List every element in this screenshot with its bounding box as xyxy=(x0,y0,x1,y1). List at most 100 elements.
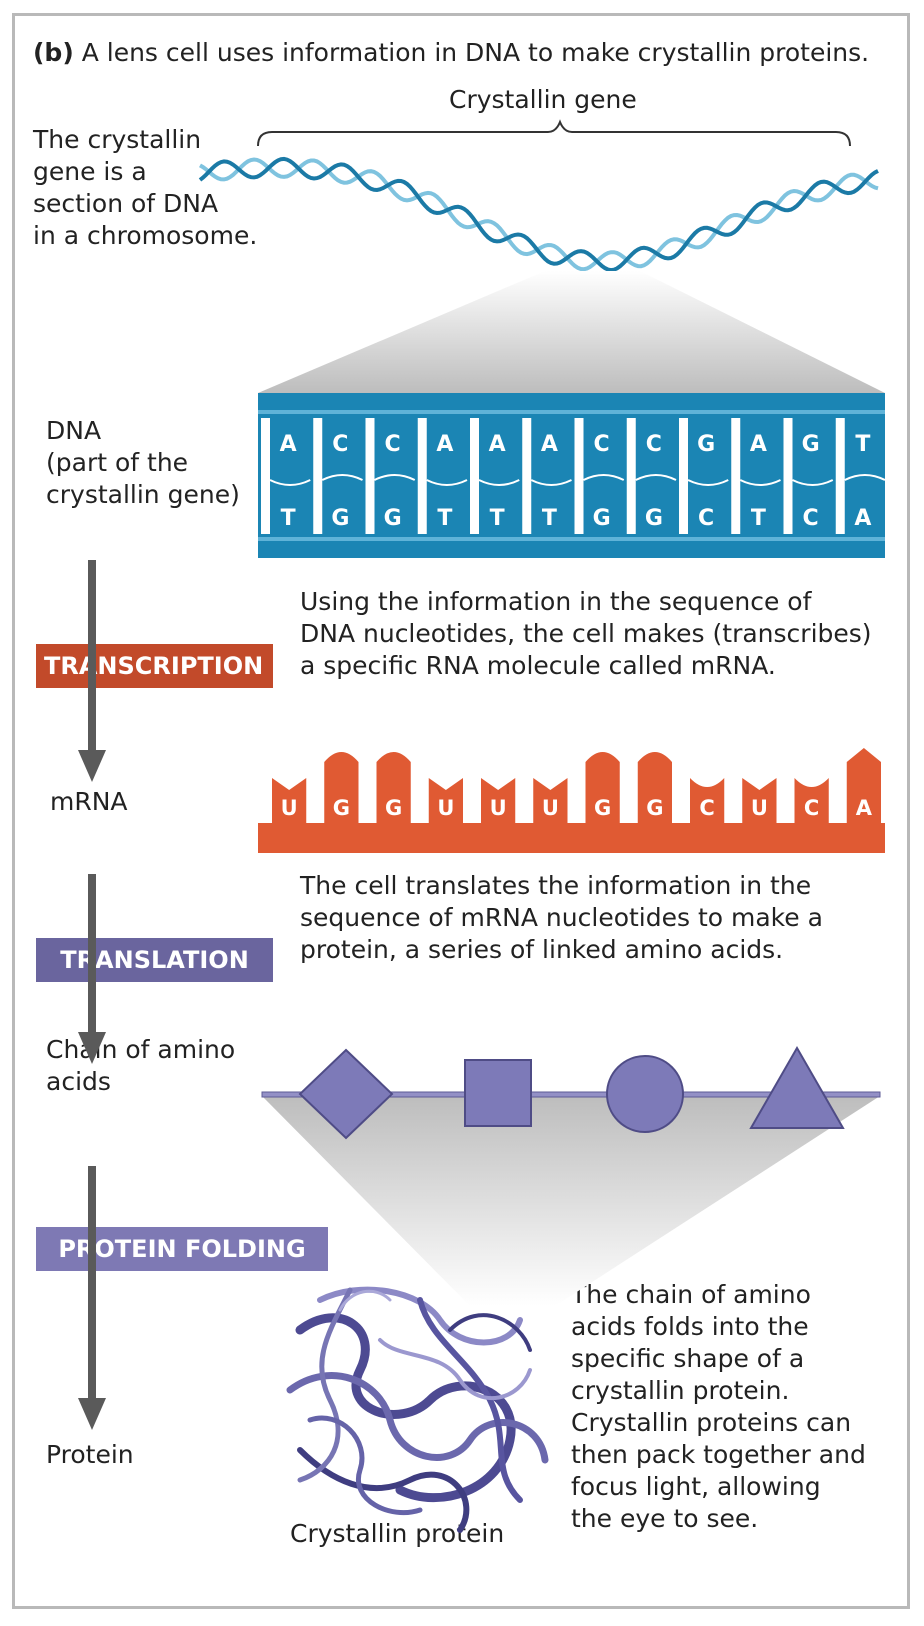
gene-brace xyxy=(257,119,851,147)
dna-label-line: DNA xyxy=(46,416,102,445)
dna-bottom-base: G xyxy=(384,506,402,531)
mrna-base: G xyxy=(385,796,402,820)
dna-bottom-base: T xyxy=(281,506,296,531)
figure-frame xyxy=(12,13,910,1609)
mrna-base-shape xyxy=(637,752,672,823)
dna-top-base: A xyxy=(541,432,558,457)
dna-bottom-base: T xyxy=(542,506,557,531)
folding-line: The chain of amino xyxy=(571,1280,811,1309)
dna-top-base: A xyxy=(280,432,297,457)
chromosome-helix xyxy=(198,156,879,273)
dna-backbone xyxy=(258,393,885,558)
protein-label: Protein xyxy=(46,1440,134,1469)
mrna-base-shape xyxy=(690,778,725,823)
dna-bottom-base: T xyxy=(751,506,766,531)
mrna-base-shape xyxy=(324,752,359,823)
mrna-base-shape xyxy=(428,778,463,823)
dna-bottom-base: C xyxy=(803,506,819,531)
dna-label-line: crystallin gene) xyxy=(46,480,240,509)
dna-bottom-base: G xyxy=(593,506,611,531)
protein-caption: Crystallin protein xyxy=(290,1519,505,1548)
amino-acid-square xyxy=(464,1059,532,1127)
amino-acid-triangle xyxy=(749,1045,845,1129)
mrna-base: U xyxy=(437,796,454,820)
mrna-base: U xyxy=(542,796,559,820)
translation-line: protein, a series of linked amino acids. xyxy=(300,935,784,964)
dna-top-base: A xyxy=(750,432,767,457)
transcription-line: DNA nucleotides, the cell makes (transcr… xyxy=(300,619,872,648)
dna-top-base: C xyxy=(594,432,610,457)
mrna-base: G xyxy=(646,796,663,820)
transcription-line: Using the information in the sequence of xyxy=(300,587,812,616)
transcription-badge: TRANSCRIPTION xyxy=(36,644,273,688)
mrna-base-shape xyxy=(794,778,829,823)
dna-ladder: A T C G C G A T A T A T C G C G G C A T G C T A xyxy=(258,393,886,558)
mrna-base-shape xyxy=(481,778,516,823)
dna-label-line: (part of the xyxy=(46,448,189,477)
gene-label: Crystallin gene xyxy=(449,85,637,114)
folding-line: focus light, allowing xyxy=(571,1472,821,1501)
folding-line: then pack together and xyxy=(571,1440,866,1469)
mrna-base: C xyxy=(804,796,819,820)
amino-chain-label-line: Chain of amino xyxy=(46,1035,236,1064)
dna-bottom-base: G xyxy=(331,506,349,531)
protein-folding-badge: PROTEIN FOLDING xyxy=(36,1227,328,1271)
dna-bottom-base: T xyxy=(490,506,505,531)
mrna-base: G xyxy=(333,796,350,820)
panel-label: (b) xyxy=(33,38,74,67)
gene-note-line: gene is a xyxy=(33,157,147,186)
mrna-base-shape xyxy=(272,778,307,823)
process-arrow-translation xyxy=(78,874,106,1064)
mrna-base: A xyxy=(856,796,873,820)
mrna-base-shape xyxy=(376,752,411,823)
mrna-base: U xyxy=(751,796,768,820)
mrna-base-shape xyxy=(846,748,881,823)
folding-line: acids folds into the xyxy=(571,1312,809,1341)
dna-top-base: C xyxy=(646,432,662,457)
mrna-base: G xyxy=(594,796,611,820)
heading-text: A lens cell uses information in DNA to m… xyxy=(81,38,870,67)
dna-top-base: G xyxy=(697,432,715,457)
translation-line: sequence of mRNA nucleotides to make a xyxy=(300,903,823,932)
mrna-base: U xyxy=(281,796,298,820)
gene-note-line: in a chromosome. xyxy=(33,221,258,250)
amino-acid-chain xyxy=(261,1045,881,1140)
transcription-line: a specific RNA molecule called mRNA. xyxy=(300,651,776,680)
dna-top-base: T xyxy=(855,432,870,457)
gene-note-line: section of DNA xyxy=(33,189,219,218)
crystallin-protein-ribbon xyxy=(286,1286,549,1533)
folding-line: specific shape of a xyxy=(571,1344,805,1373)
dna-bottom-base: G xyxy=(645,506,663,531)
process-arrow-transcription xyxy=(78,560,106,782)
dna-top-base: G xyxy=(802,432,820,457)
dna-bottom-base: T xyxy=(437,506,452,531)
dna-zoom-funnel xyxy=(258,271,885,393)
figure-heading: (b) A lens cell uses information in DNA … xyxy=(33,36,869,70)
dna-bottom-base: C xyxy=(698,506,714,531)
gene-note-line: The crystallin xyxy=(33,125,202,154)
dna-bottom-base: A xyxy=(854,506,871,531)
mrna-base-shape xyxy=(742,778,777,823)
mrna-base-shape xyxy=(585,752,620,823)
dna-top-base: C xyxy=(332,432,348,457)
folding-line: Crystallin proteins can xyxy=(571,1408,852,1437)
translation-line: The cell translates the information in t… xyxy=(300,871,812,900)
mrna-base-shape xyxy=(533,778,568,823)
mrna-label: mRNA xyxy=(50,787,128,816)
amino-acid-circle xyxy=(606,1055,684,1133)
mrna-backbone xyxy=(258,823,885,853)
amino-chain-label-line: acids xyxy=(46,1067,111,1096)
folding-line: crystallin protein. xyxy=(571,1376,790,1405)
dna-top-base: C xyxy=(385,432,401,457)
mrna-base: C xyxy=(699,796,714,820)
amino-acid-diamond xyxy=(298,1048,394,1140)
folding-line: the eye to see. xyxy=(571,1504,759,1533)
dna-top-base: A xyxy=(436,432,453,457)
protein-zoom-funnel xyxy=(262,1096,880,1306)
translation-badge: TRANSLATION xyxy=(36,938,273,982)
dna-top-base: A xyxy=(489,432,506,457)
process-arrow-folding xyxy=(78,1166,106,1430)
mrna-base: U xyxy=(490,796,507,820)
